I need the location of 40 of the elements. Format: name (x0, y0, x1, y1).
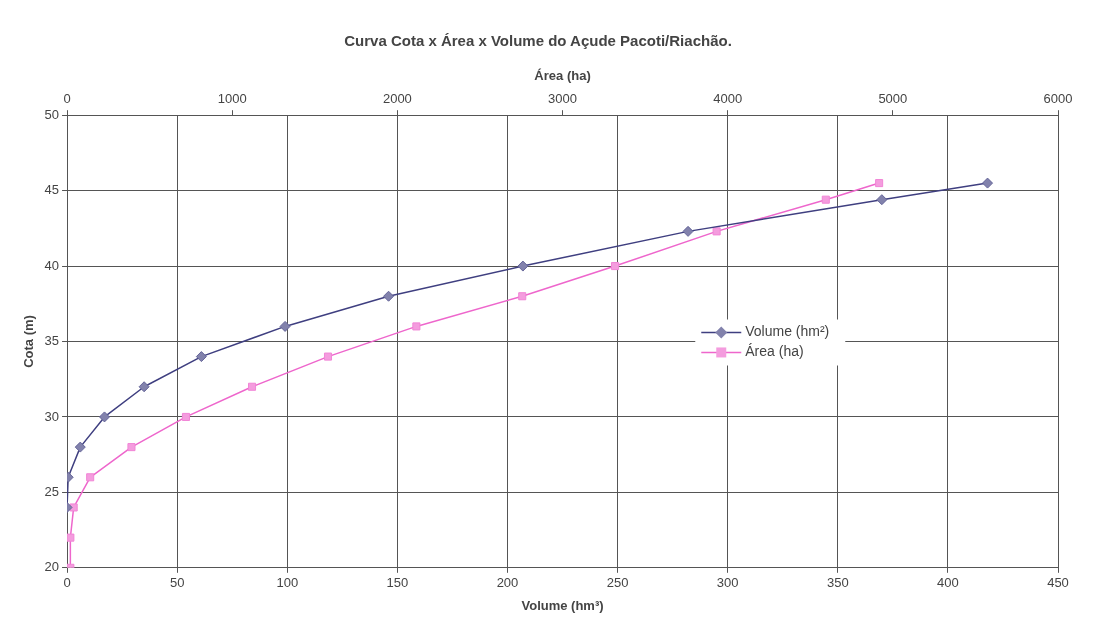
y-tick-label: 35 (44, 333, 60, 349)
y-tick-label: 20 (44, 559, 60, 575)
point (195, 351, 207, 363)
point (99, 411, 110, 423)
point (279, 320, 291, 332)
y-axis-title: Cota (m) (21, 315, 37, 368)
x2-tick-label: 5000 (878, 90, 908, 106)
x2-tick-label: 0 (63, 90, 71, 106)
x-tick-label: 250 (606, 575, 629, 591)
x-tick-label: 100 (276, 575, 299, 591)
y-tick-label: 50 (44, 106, 60, 122)
chart-title: Curva Cota x Área x Volume do Açude Pacoti/Riachão. (344, 32, 732, 50)
point (682, 225, 694, 237)
legend-label: Área (ha) (745, 343, 804, 360)
point (876, 194, 888, 206)
x-axis-title: Volume (hm³) (521, 597, 604, 613)
x-tick-label: 300 (716, 575, 739, 591)
x2-tick-label: 1000 (217, 90, 247, 106)
x-tick-label: 200 (496, 575, 519, 591)
x-tick-label: 50 (169, 575, 185, 591)
y-tick-label: 30 (44, 408, 60, 424)
y-tick-label: 40 (44, 257, 60, 273)
x2-tick-label: 6000 (1043, 90, 1073, 106)
point (138, 381, 150, 393)
x2-tick-label: 3000 (548, 90, 577, 106)
point (517, 260, 529, 272)
point (383, 290, 395, 302)
x-tick-label: 400 (937, 575, 959, 591)
x2-axis-title: Área (ha) (534, 68, 591, 84)
x-tick-label: 0 (63, 575, 71, 591)
y-tick-label: 25 (44, 483, 60, 499)
x-tick-label: 150 (386, 575, 409, 591)
x2-tick-label: 4000 (713, 90, 743, 106)
x-tick-label: 450 (1047, 575, 1069, 591)
point (74, 441, 86, 453)
point (982, 177, 994, 189)
legend-label: Volume (hm²) (745, 323, 830, 340)
x-tick-label: 350 (826, 575, 849, 591)
x2-tick-label: 2000 (382, 90, 412, 106)
y-tick-label: 45 (44, 182, 60, 198)
